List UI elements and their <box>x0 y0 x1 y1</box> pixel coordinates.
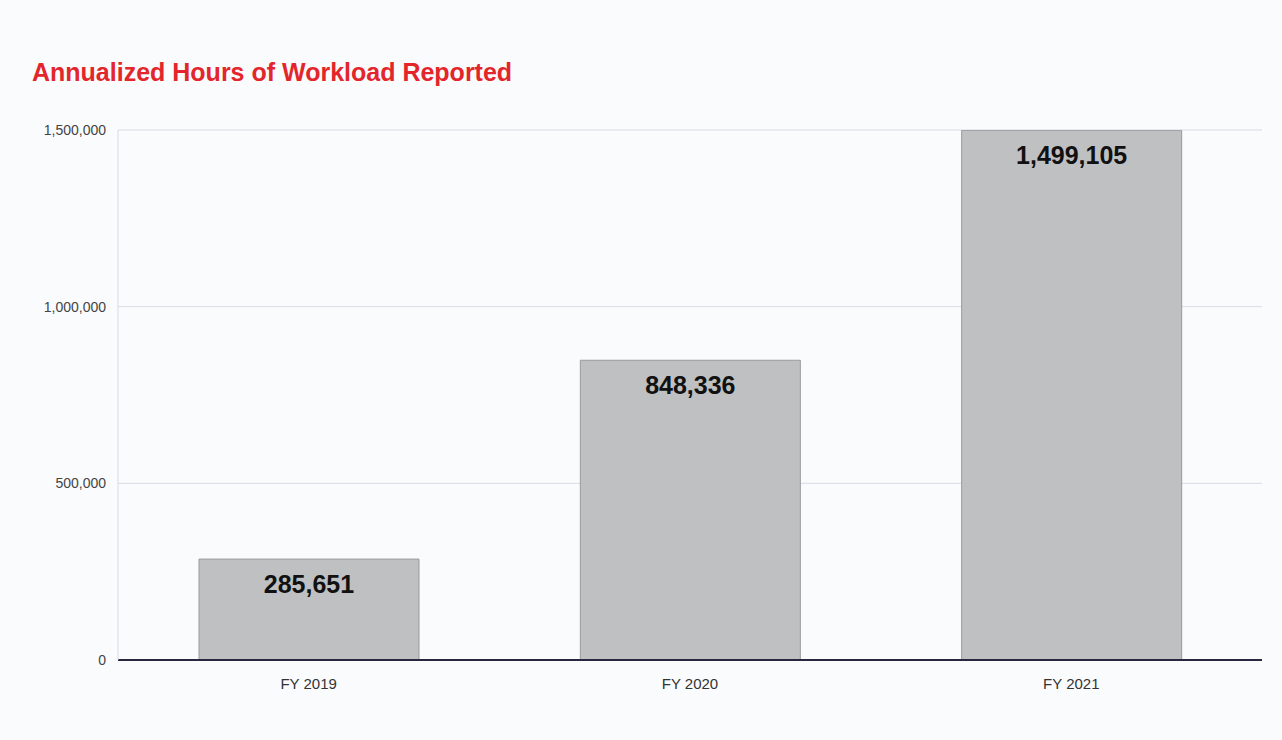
svg-text:1,000,000: 1,000,000 <box>44 299 106 315</box>
svg-text:848,336: 848,336 <box>645 371 735 399</box>
svg-text:FY 2021: FY 2021 <box>1043 675 1099 692</box>
svg-text:500,000: 500,000 <box>55 475 106 491</box>
svg-text:285,651: 285,651 <box>264 570 354 598</box>
svg-text:FY 2019: FY 2019 <box>280 675 336 692</box>
svg-text:1,500,000: 1,500,000 <box>44 122 106 138</box>
svg-text:0: 0 <box>98 652 106 668</box>
svg-text:FY 2020: FY 2020 <box>662 675 718 692</box>
svg-text:1,499,105: 1,499,105 <box>1016 141 1127 169</box>
html-text:Annualized Hours of Workload R: Annualized Hours of Workload Reported <box>32 58 513 86</box>
